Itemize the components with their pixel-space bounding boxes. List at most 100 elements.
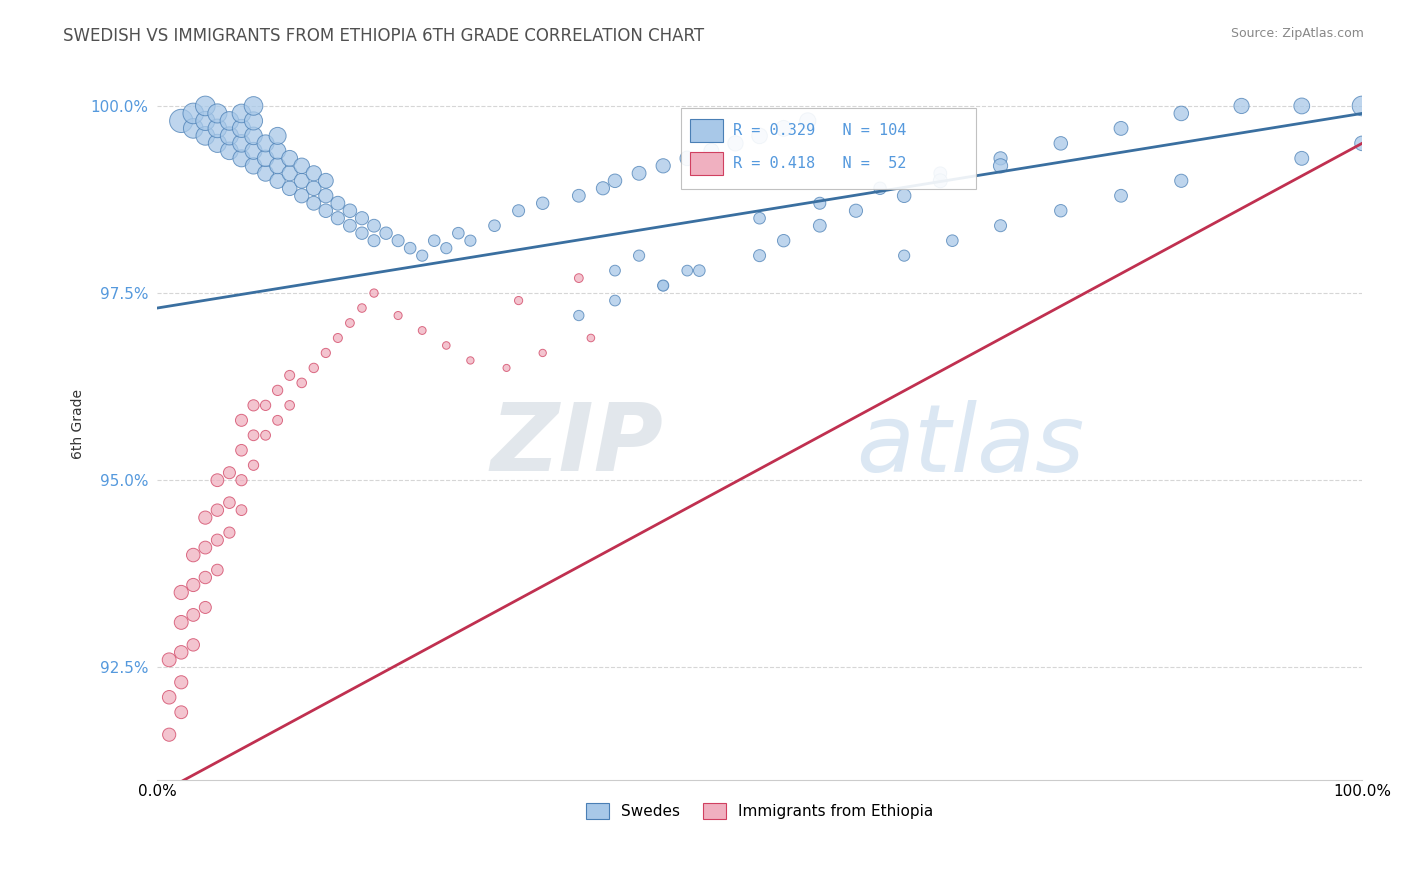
Point: [990, 152, 1012, 166]
Point: [218, 496, 240, 510]
Point: [231, 152, 253, 166]
Point: [315, 174, 337, 188]
Point: [231, 413, 253, 427]
Point: [207, 136, 229, 151]
Point: [207, 121, 229, 136]
Point: [254, 166, 277, 180]
Point: [242, 114, 264, 128]
Point: [363, 234, 385, 248]
Point: [194, 99, 217, 113]
Point: [447, 226, 470, 240]
Point: [1049, 136, 1071, 151]
Point: [652, 278, 675, 293]
Point: [350, 226, 373, 240]
Point: [375, 226, 398, 240]
Point: [772, 121, 794, 136]
Point: [990, 219, 1012, 233]
Point: [291, 376, 314, 390]
Text: ZIP: ZIP: [491, 400, 664, 491]
Bar: [690, 153, 724, 175]
Point: [302, 196, 325, 211]
Point: [181, 548, 204, 562]
Point: [568, 309, 591, 323]
Point: [434, 241, 457, 255]
Point: [603, 293, 626, 308]
Point: [797, 114, 820, 128]
Point: [278, 181, 301, 195]
Point: [628, 249, 651, 263]
Point: [170, 675, 193, 690]
Point: [231, 443, 253, 458]
Point: [231, 473, 253, 487]
Point: [170, 705, 193, 719]
Point: [170, 585, 193, 599]
Point: [350, 301, 373, 315]
Point: [531, 196, 554, 211]
Text: atlas: atlas: [856, 400, 1084, 491]
Point: [1291, 99, 1313, 113]
Point: [592, 181, 614, 195]
Point: [231, 503, 253, 517]
Point: [1351, 99, 1374, 113]
Point: [242, 99, 264, 113]
Point: [291, 159, 314, 173]
Point: [266, 384, 288, 398]
Point: [460, 353, 482, 368]
Point: [929, 166, 952, 180]
Point: [628, 166, 651, 180]
Point: [218, 114, 240, 128]
Point: [869, 181, 891, 195]
Point: [266, 128, 288, 143]
Point: [326, 196, 349, 211]
Point: [568, 188, 591, 202]
Point: [484, 219, 506, 233]
Point: [387, 234, 409, 248]
Point: [363, 219, 385, 233]
Point: [603, 263, 626, 277]
Point: [242, 458, 264, 473]
Point: [302, 360, 325, 375]
Point: [676, 263, 699, 277]
Point: [531, 346, 554, 360]
Point: [339, 219, 361, 233]
Point: [339, 316, 361, 330]
Point: [242, 398, 264, 412]
Point: [157, 690, 180, 705]
Point: [603, 174, 626, 188]
Point: [772, 234, 794, 248]
Point: [1351, 136, 1374, 151]
Point: [748, 249, 770, 263]
Point: [808, 196, 831, 211]
Point: [218, 128, 240, 143]
Point: [194, 570, 217, 584]
Point: [1230, 99, 1253, 113]
Point: [278, 152, 301, 166]
Point: [387, 309, 409, 323]
Text: Source: ZipAtlas.com: Source: ZipAtlas.com: [1230, 27, 1364, 40]
Point: [194, 114, 217, 128]
Point: [411, 249, 433, 263]
Point: [254, 136, 277, 151]
Legend: Swedes, Immigrants from Ethiopia: Swedes, Immigrants from Ethiopia: [579, 797, 939, 825]
Point: [194, 510, 217, 524]
Point: [207, 473, 229, 487]
Point: [194, 600, 217, 615]
Point: [315, 346, 337, 360]
Point: [676, 152, 699, 166]
Point: [181, 607, 204, 622]
Point: [399, 241, 422, 255]
Text: SWEDISH VS IMMIGRANTS FROM ETHIOPIA 6TH GRADE CORRELATION CHART: SWEDISH VS IMMIGRANTS FROM ETHIOPIA 6TH …: [63, 27, 704, 45]
Bar: [690, 119, 724, 142]
Point: [254, 428, 277, 442]
Point: [350, 211, 373, 226]
Point: [242, 144, 264, 158]
Point: [688, 263, 710, 277]
Point: [893, 249, 915, 263]
Text: R = 0.418   N =  52: R = 0.418 N = 52: [733, 156, 907, 171]
Point: [326, 211, 349, 226]
Point: [291, 188, 314, 202]
Point: [278, 368, 301, 383]
Point: [207, 503, 229, 517]
Point: [990, 159, 1012, 173]
Point: [194, 128, 217, 143]
